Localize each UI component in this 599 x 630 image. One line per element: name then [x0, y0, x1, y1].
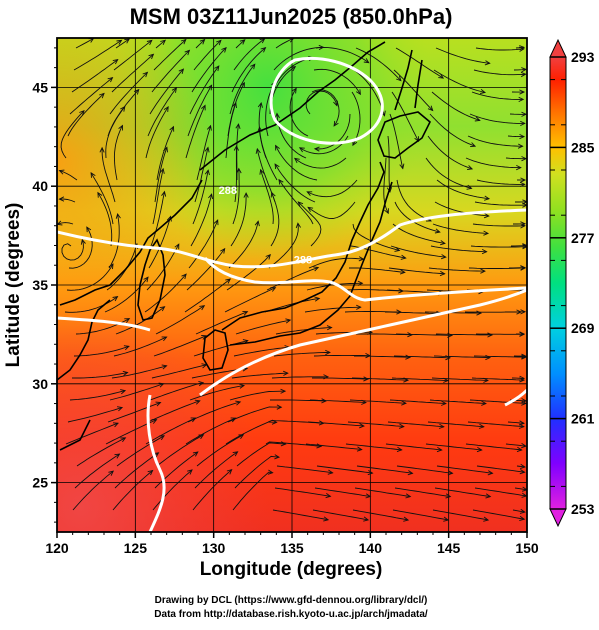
x-tick-label: 125: [124, 540, 148, 556]
y-tick-label: 30: [32, 376, 48, 392]
x-tick-label: 130: [202, 540, 226, 556]
colorbar-tick-label: 293: [571, 49, 595, 65]
y-axis-ticks: 25 30 35 40 45: [32, 48, 57, 522]
chart-title: MSM 03Z11Jun2025 (850.0hPa): [130, 4, 453, 29]
x-axis-ticks: 120 125 130 135 140 145 150: [45, 532, 539, 556]
colorbar: 253 261 269 277 285 293: [550, 40, 595, 526]
colorbar-tick-label: 269: [571, 320, 595, 336]
credit-data: Data from http://database.rish.kyoto-u.a…: [154, 609, 428, 620]
colorbar-tick-label: 261: [571, 411, 595, 427]
y-tick-label: 45: [32, 79, 48, 95]
colorbar-tick-label: 285: [571, 139, 595, 155]
credit-drawing: Drawing by DCL (https://www.gfd-dennou.o…: [155, 595, 428, 606]
colorbar-bottom-arrow: [550, 509, 566, 526]
contour-label: 288: [294, 254, 312, 266]
y-tick-label: 40: [32, 178, 48, 194]
x-tick-label: 150: [515, 540, 539, 556]
x-axis-label: Longitude (degrees): [200, 559, 383, 580]
x-tick-label: 120: [45, 540, 69, 556]
colorbar-tick-label: 253: [571, 501, 595, 517]
x-tick-label: 135: [280, 540, 304, 556]
map-plot-area: 288 288: [57, 38, 527, 532]
y-tick-label: 35: [32, 277, 48, 293]
y-axis-label: Latitude (degrees): [3, 203, 24, 368]
colorbar-top-arrow: [550, 40, 566, 57]
x-tick-label: 145: [437, 540, 461, 556]
x-tick-label: 140: [359, 540, 383, 556]
y-tick-label: 25: [32, 475, 48, 491]
contour-label: 288: [219, 185, 237, 197]
colorbar-tick-label: 277: [571, 230, 595, 246]
